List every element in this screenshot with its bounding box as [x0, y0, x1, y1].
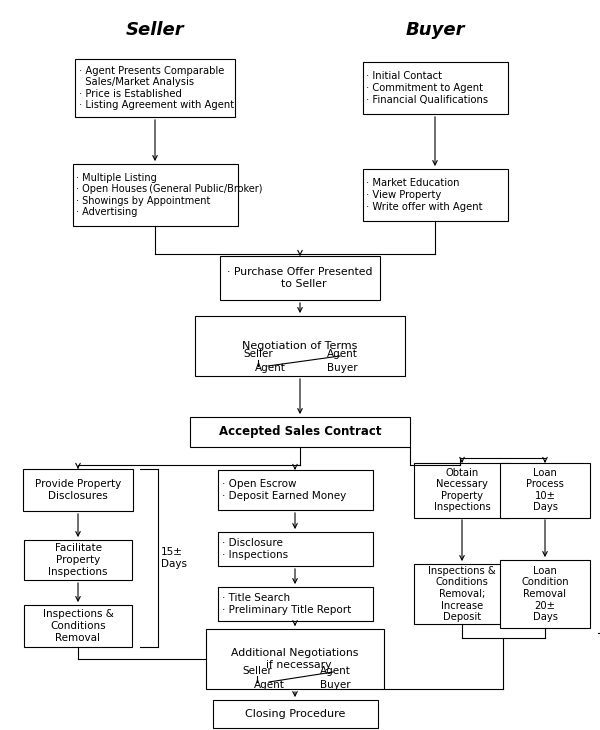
Text: · Market Education
· View Property
· Write offer with Agent: · Market Education · View Property · Wri… — [367, 178, 483, 212]
Bar — [362, 62, 508, 114]
Bar — [23, 469, 133, 511]
Text: Additional Negotiations
  if necessary: Additional Negotiations if necessary — [232, 648, 359, 670]
Bar — [362, 169, 508, 221]
Bar — [218, 470, 373, 510]
Text: Obtain
Necessary
Property
Inspections: Obtain Necessary Property Inspections — [434, 468, 490, 512]
Text: Seller: Seller — [242, 666, 272, 676]
Text: Provide Property
Disclosures: Provide Property Disclosures — [35, 479, 121, 501]
Bar — [414, 463, 510, 518]
Text: Inspections &
Conditions
Removal: Inspections & Conditions Removal — [43, 610, 113, 642]
Text: Accepted Sales Contract: Accepted Sales Contract — [219, 426, 381, 439]
Text: Agent: Agent — [254, 363, 286, 373]
Text: Loan
Condition
Removal
20±
Days: Loan Condition Removal 20± Days — [521, 566, 569, 622]
Text: Closing Procedure: Closing Procedure — [245, 709, 345, 719]
Text: Agent: Agent — [326, 349, 358, 359]
Bar — [75, 59, 235, 117]
Bar — [218, 587, 373, 621]
Text: Agent: Agent — [254, 680, 284, 690]
Text: Buyer: Buyer — [320, 680, 350, 690]
Bar — [212, 700, 377, 728]
Text: Seller: Seller — [243, 349, 273, 359]
Bar — [220, 256, 380, 300]
Text: Seller: Seller — [125, 21, 184, 39]
Text: Buyer: Buyer — [326, 363, 358, 373]
Text: Inspections &
Conditions
Removal;
Increase
Deposit: Inspections & Conditions Removal; Increa… — [428, 566, 496, 622]
Bar — [195, 316, 405, 376]
Bar — [24, 605, 132, 647]
Text: · Initial Contact
· Commitment to Agent
· Financial Qualifications: · Initial Contact · Commitment to Agent … — [367, 72, 488, 104]
Bar — [500, 463, 590, 518]
Text: Negotiation of Terms: Negotiation of Terms — [242, 341, 358, 351]
Text: · Disclosure
· Inspections: · Disclosure · Inspections — [221, 538, 287, 560]
Text: · Agent Presents Comparable
  Sales/Market Analysis
· Price is Established
· Lis: · Agent Presents Comparable Sales/Market… — [79, 66, 234, 110]
Text: 15±
Days: 15± Days — [161, 548, 187, 569]
Text: Buyer: Buyer — [405, 21, 465, 39]
Text: Facilitate
Property
Inspections: Facilitate Property Inspections — [48, 543, 108, 577]
Bar — [500, 560, 590, 628]
Text: · Purchase Offer Presented
  to Seller: · Purchase Offer Presented to Seller — [227, 267, 373, 289]
Text: Loan
Process
10±
Days: Loan Process 10± Days — [526, 468, 564, 512]
Bar — [190, 417, 410, 447]
Text: · Title Search
· Preliminary Title Report: · Title Search · Preliminary Title Repor… — [221, 593, 351, 615]
Bar — [24, 540, 132, 580]
Text: · Multiple Listing
· Open Houses (General Public/Broker)
· Showings by Appointme: · Multiple Listing · Open Houses (Genera… — [77, 172, 263, 218]
Bar — [73, 164, 238, 226]
Text: Agent: Agent — [320, 666, 350, 676]
Bar — [218, 532, 373, 566]
Bar — [414, 564, 510, 624]
Text: · Open Escrow
· Deposit Earned Money: · Open Escrow · Deposit Earned Money — [221, 479, 346, 501]
Bar — [206, 629, 384, 689]
